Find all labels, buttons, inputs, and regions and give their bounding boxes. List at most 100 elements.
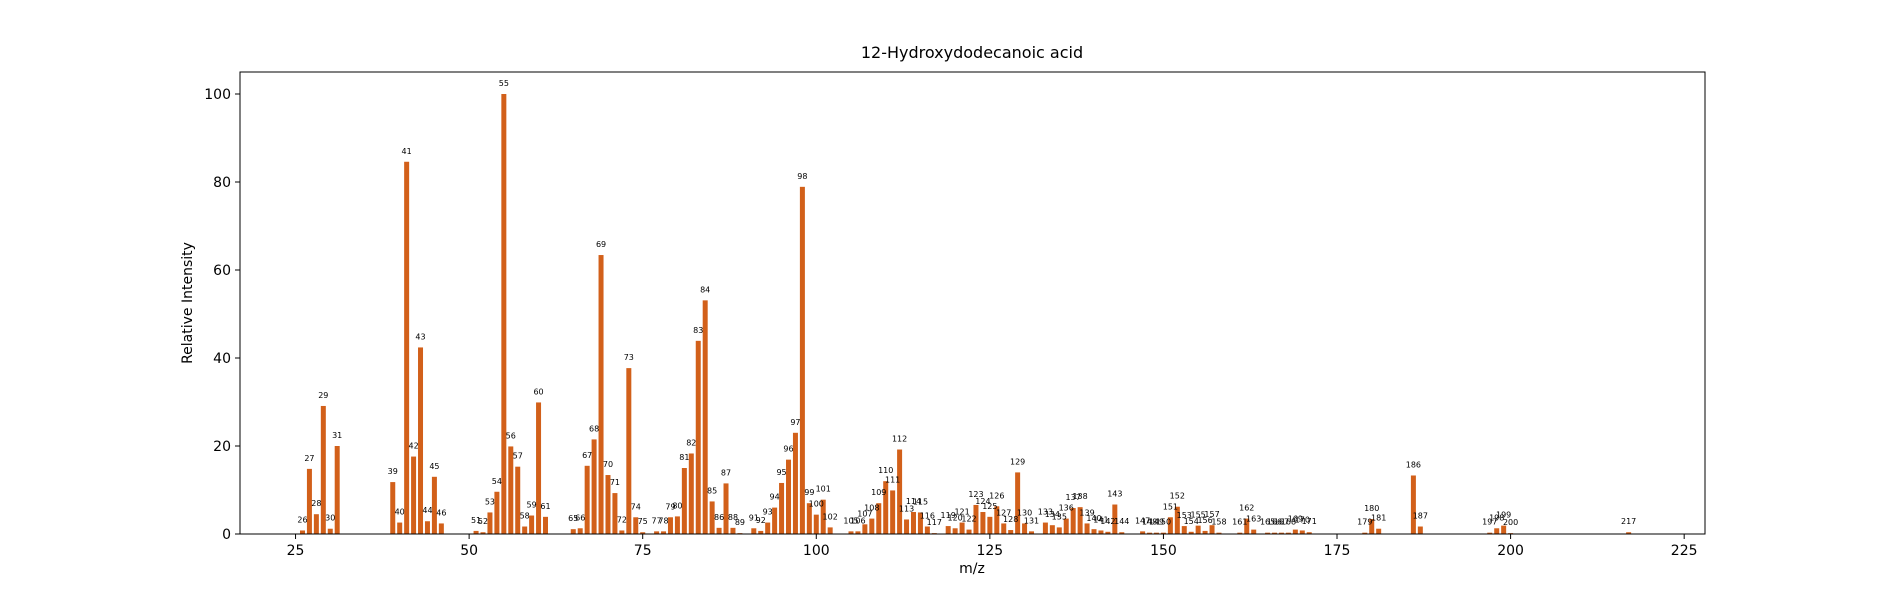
peak-bar-199 [1501, 525, 1507, 534]
peak-label-116: 116 [920, 512, 935, 521]
peak-label-179: 179 [1357, 518, 1372, 527]
peak-label-109: 109 [871, 488, 886, 497]
peak-label-126: 126 [989, 491, 1004, 500]
peak-label-28: 28 [311, 499, 321, 508]
peak-label-141: 141 [1093, 515, 1108, 524]
peak-bar-57 [515, 466, 521, 534]
peak-label-97: 97 [790, 418, 800, 427]
peak-bar-79 [667, 517, 673, 534]
peak-bar-92 [758, 530, 764, 534]
peak-label-111: 111 [885, 475, 900, 484]
peak-label-119: 119 [941, 511, 956, 520]
peak-label-150: 150 [1156, 518, 1171, 527]
peak-label-69: 69 [596, 240, 606, 249]
peak-bar-61 [543, 516, 548, 534]
y-axis: 0 20 40 60 80 100 [204, 87, 240, 543]
peak-label-66: 66 [575, 513, 585, 522]
peak-bar-41 [404, 161, 410, 534]
peak-label-72: 72 [617, 515, 627, 524]
peak-bar-165 [1265, 532, 1271, 534]
peak-bar-109 [876, 503, 882, 534]
peak-bar-91 [751, 528, 757, 534]
peak-label-71: 71 [610, 478, 620, 487]
peak-label-81: 81 [679, 453, 689, 462]
peak-label-86: 86 [714, 513, 724, 522]
peak-bar-115 [917, 512, 923, 534]
peak-label-187: 187 [1413, 512, 1428, 521]
peak-label-162: 162 [1239, 504, 1254, 513]
peak-label-51: 51 [471, 516, 481, 525]
peak-bar-140 [1091, 529, 1097, 534]
peak-label-88: 88 [728, 513, 738, 522]
peak-bar-121 [959, 522, 965, 534]
y-tick-label-40: 40 [213, 351, 231, 367]
peak-label-165: 165 [1260, 518, 1275, 527]
y-axis-label: Relative Intensity [180, 242, 196, 364]
peak-label-156: 156 [1197, 516, 1212, 525]
peak-bar-96 [786, 459, 792, 534]
peak-label-125: 125 [982, 502, 997, 511]
peak-bar-58 [522, 526, 528, 534]
x-axis-label: m/z [959, 561, 985, 577]
peak-label-70: 70 [603, 460, 613, 469]
peak-bar-162 [1244, 518, 1250, 534]
peak-bar-141 [1098, 530, 1104, 534]
peak-bar-53 [487, 512, 493, 534]
peak-label-61: 61 [540, 502, 550, 511]
peak-label-110: 110 [878, 466, 893, 475]
peak-label-133: 133 [1038, 508, 1053, 517]
x-tick-label-225: 225 [1671, 543, 1698, 559]
peak-label-157: 157 [1204, 510, 1219, 519]
peak-label-99: 99 [804, 488, 814, 497]
peak-label-169: 169 [1288, 515, 1303, 524]
peak-label-139: 139 [1079, 508, 1094, 517]
peak-label-180: 180 [1364, 504, 1379, 513]
peak-bar-94 [772, 507, 778, 534]
peak-bar-97 [792, 432, 798, 534]
peak-label-56: 56 [506, 431, 516, 440]
peak-label-106: 106 [850, 516, 865, 525]
x-tick-label-50: 50 [460, 543, 478, 559]
peak-bar-100 [813, 514, 819, 534]
peak-bar-158 [1216, 532, 1222, 534]
peak-bar-56 [508, 446, 514, 534]
peak-label-57: 57 [513, 452, 523, 461]
peak-bar-136 [1063, 518, 1069, 534]
peak-label-168: 168 [1281, 518, 1296, 527]
peak-bar-123 [973, 504, 979, 534]
peak-label-85: 85 [707, 486, 717, 495]
peak-bar-149 [1153, 532, 1159, 534]
peak-bar-98 [799, 186, 805, 534]
peak-label-74: 74 [631, 502, 641, 511]
peak-bar-163 [1251, 529, 1257, 534]
peak-bar-112 [897, 449, 903, 534]
peak-label-107: 107 [857, 509, 872, 518]
peak-bar-166 [1272, 532, 1278, 534]
peak-bar-116 [924, 526, 930, 534]
peak-label-77: 77 [651, 516, 661, 525]
peak-label-80: 80 [672, 501, 682, 510]
peak-label-181: 181 [1371, 514, 1386, 523]
peak-bar-82 [688, 453, 694, 534]
peak-bar-101 [820, 499, 826, 534]
peak-label-101: 101 [816, 485, 831, 494]
peak-label-92: 92 [756, 516, 766, 525]
peak-label-120: 120 [947, 513, 962, 522]
peak-bar-45 [431, 476, 437, 534]
peak-bar-69 [598, 255, 604, 535]
peak-label-171: 171 [1302, 517, 1317, 526]
peak-bar-143 [1112, 504, 1118, 534]
peak-bar-125 [987, 516, 993, 534]
peak-bar-129 [1015, 472, 1021, 534]
peak-bar-66 [577, 528, 583, 534]
peak-label-52: 52 [478, 517, 488, 526]
peak-bar-161 [1237, 532, 1243, 534]
peak-bar-217 [1626, 532, 1632, 534]
peak-bar-130 [1022, 523, 1028, 534]
peak-label-129: 129 [1010, 457, 1025, 466]
peak-label-121: 121 [954, 508, 969, 517]
peak-bar-74 [633, 517, 639, 534]
peak-bar-65 [570, 529, 576, 534]
peak-label-40: 40 [395, 508, 405, 517]
